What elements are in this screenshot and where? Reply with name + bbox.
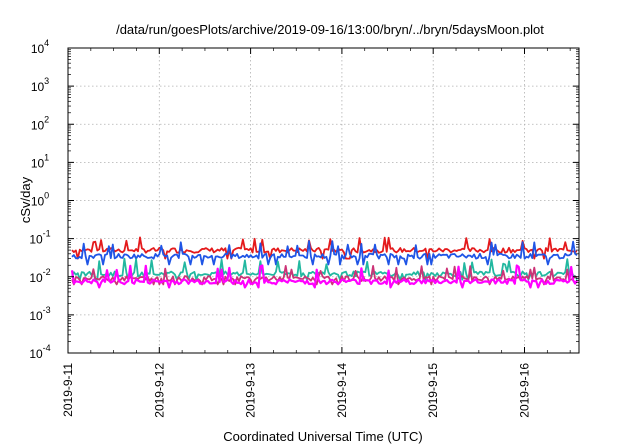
x-tick-label: 2019-9-16 — [518, 363, 532, 418]
x-tick-label: 2019-9-11 — [61, 363, 75, 417]
x-tick-label: 2019-9-15 — [426, 363, 440, 418]
y-tick-label: 10-2 — [29, 267, 50, 285]
y-tick-label: 104 — [31, 38, 49, 56]
x-tick-label: 2019-9-12 — [152, 363, 166, 418]
x-axis: 2019-9-11 2019-9-12 2019-9-13 2019-9-14 2019… — [61, 48, 571, 418]
series-line-3 — [71, 257, 578, 281]
x-tick-label: 2019-9-13 — [244, 363, 258, 418]
y-tick-label: 10-1 — [29, 229, 50, 247]
y-tick-label: 101 — [31, 152, 49, 170]
y-tick-label: 103 — [31, 76, 49, 94]
x-axis-label: Coordinated Universal Time (UTC) — [223, 429, 422, 444]
y-tick-label: 102 — [31, 114, 49, 132]
series-layer — [70, 236, 578, 289]
y-axis-label: cSv/day — [18, 176, 33, 223]
x-tick-label: 2019-9-14 — [335, 363, 349, 418]
chart-title: /data/run/goesPlots/archive/2019-09-16/1… — [116, 22, 544, 37]
y-tick-label: 10-3 — [29, 305, 50, 323]
y-tick-label: 100 — [31, 191, 49, 209]
series-line-1 — [71, 236, 578, 260]
series-line-2 — [71, 240, 578, 266]
y-tick-label: 10-4 — [29, 343, 50, 361]
y-axis: 10-4 10-3 10-2 10-1 100 101 102 103 104 — [29, 38, 579, 361]
series-line-5 — [70, 264, 578, 289]
grid-lines — [68, 48, 579, 353]
